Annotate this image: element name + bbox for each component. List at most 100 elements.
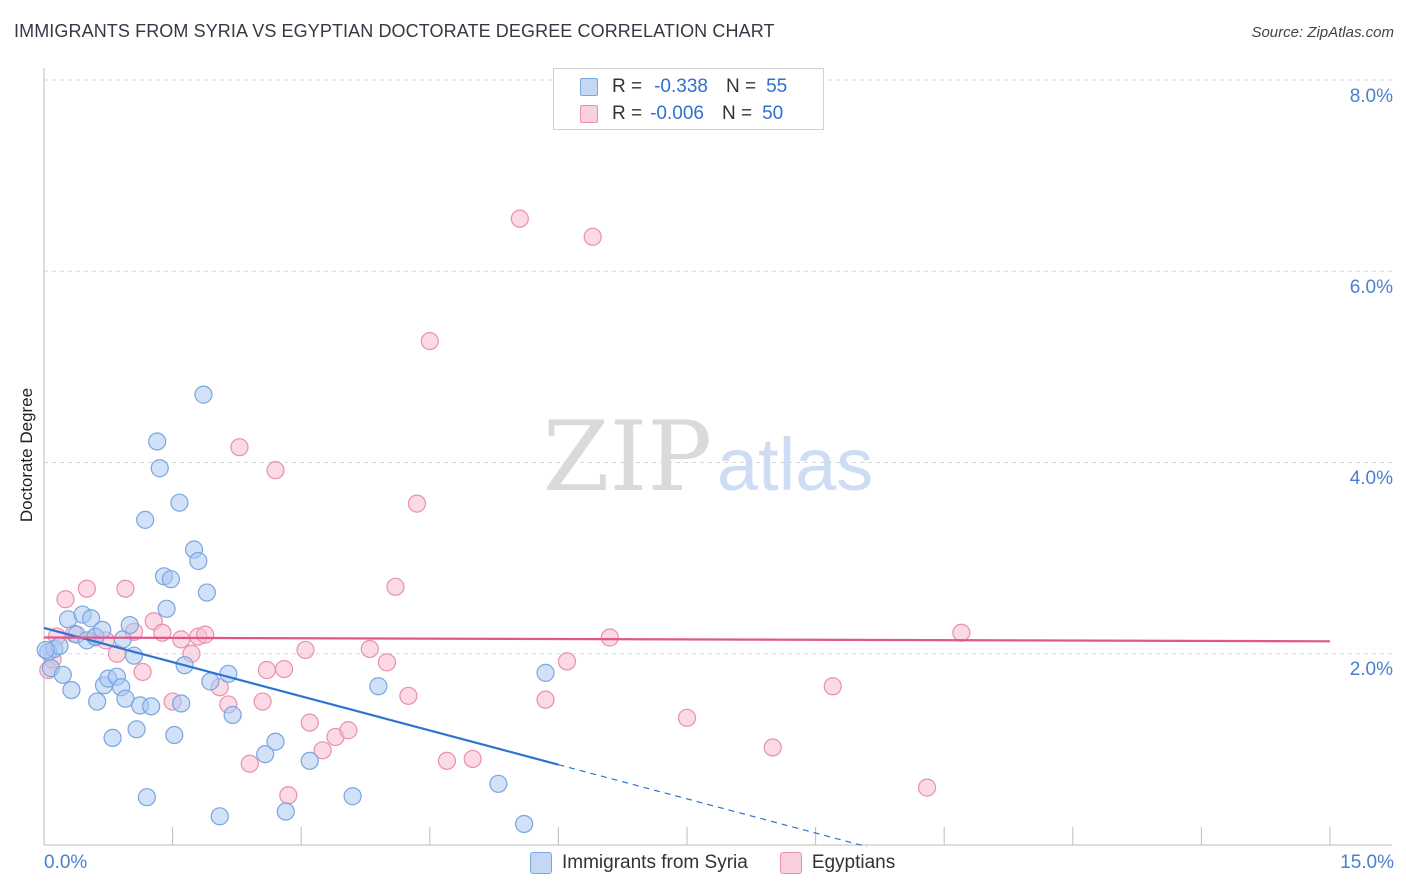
- syria-point: [148, 432, 167, 451]
- egyptians-point: [557, 652, 577, 671]
- syria-point: [194, 385, 213, 404]
- egyptians-trend-line: [43, 636, 1331, 643]
- legend-n-value: 55: [766, 76, 788, 97]
- syria-points: [36, 385, 555, 834]
- legend-n-label: N =: [721, 103, 753, 124]
- y-tick-label-4: 4.0%: [1349, 468, 1393, 489]
- egyptians-point: [279, 786, 298, 805]
- legend-swatch-pink: [779, 852, 802, 874]
- syria-point: [137, 788, 156, 807]
- syria-point: [120, 615, 139, 635]
- egyptians-point: [386, 577, 405, 596]
- syria-trend-line: [43, 626, 559, 766]
- syria-trend-extension: [558, 764, 868, 848]
- egyptians-point: [116, 579, 135, 598]
- syria-point: [369, 677, 388, 696]
- syria-point: [223, 705, 242, 725]
- legend-row-egyptians: R = -0.006 N = 50: [580, 102, 783, 126]
- legend-r-value: -0.338: [654, 76, 708, 97]
- egyptians-point: [600, 628, 619, 647]
- syria-point: [93, 620, 112, 639]
- legend-item-egyptians[interactable]: Egyptians: [779, 852, 895, 874]
- syria-point: [266, 732, 285, 751]
- chart-title: IMMIGRANTS FROM SYRIA VS EGYPTIAN DOCTOR…: [14, 21, 775, 41]
- egyptians-point: [536, 690, 555, 709]
- egyptians-point: [313, 741, 332, 760]
- syria-point: [136, 510, 155, 529]
- legend-swatch-pink: [580, 105, 598, 123]
- legend-item-syria[interactable]: Immigrants from Syria: [530, 852, 748, 874]
- syria-point: [515, 814, 534, 834]
- syria-point: [210, 807, 229, 826]
- syria-point: [53, 665, 72, 684]
- egyptians-point: [677, 708, 697, 727]
- egyptians-point: [274, 659, 294, 679]
- legend-n-label: N =: [725, 76, 757, 97]
- syria-point: [82, 609, 101, 628]
- syria-point: [300, 751, 319, 770]
- egyptians-point: [463, 749, 482, 769]
- watermark-zip: ZIP: [543, 401, 712, 513]
- syria-point: [219, 664, 238, 683]
- egyptians-point: [407, 494, 427, 513]
- watermark: ZIP atlas: [543, 401, 874, 513]
- x-tick-label-min: 0.0%: [44, 852, 88, 873]
- syria-point: [157, 599, 176, 618]
- egyptians-point: [420, 331, 439, 351]
- egyptians-point: [300, 713, 319, 732]
- egyptians-point: [917, 778, 937, 797]
- y-tick-label-6: 6.0%: [1349, 277, 1393, 298]
- syria-point: [165, 725, 184, 745]
- syria-point: [103, 728, 122, 748]
- syria-point: [142, 697, 161, 716]
- legend-r-value: -0.006: [650, 103, 704, 124]
- egyptians-point: [196, 625, 215, 644]
- egyptians-point: [266, 461, 285, 480]
- axes: [43, 68, 1392, 846]
- y-axis-label: Doctorate Degree: [17, 387, 36, 523]
- legend-n-value: 50: [762, 103, 784, 124]
- trend-lines: [43, 626, 1331, 848]
- syria-point: [36, 640, 55, 660]
- correlation-legend: R = -0.338 N = 55 R = -0.006 N = 50: [553, 68, 824, 130]
- syria-point: [150, 459, 169, 478]
- syria-point: [189, 551, 208, 571]
- egyptians-point: [56, 590, 75, 609]
- syria-point: [161, 570, 180, 589]
- syria-point: [88, 692, 107, 711]
- syria-point: [489, 774, 508, 793]
- legend-r-label: R =: [612, 76, 643, 97]
- legend-r-label: R =: [612, 103, 643, 124]
- egyptians-point: [172, 630, 191, 649]
- egyptians-point: [763, 738, 782, 757]
- syria-point: [197, 583, 216, 602]
- x-tick-label-max: 15.0%: [1340, 852, 1394, 873]
- egyptians-point: [230, 438, 249, 457]
- egyptians-point: [257, 660, 277, 680]
- legend-swatch-blue: [530, 852, 552, 874]
- y-tick-label-8: 8.0%: [1349, 86, 1393, 107]
- syria-point: [62, 680, 81, 700]
- source-label: Source: ZipAtlas.com: [1251, 24, 1394, 41]
- series-legend: Immigrants from Syria Egyptians: [530, 852, 927, 874]
- syria-point: [127, 720, 146, 739]
- watermark-atlas: atlas: [717, 423, 873, 506]
- syria-point: [170, 493, 189, 512]
- syria-point: [201, 672, 220, 691]
- y-tick-label-2: 2.0%: [1349, 659, 1393, 680]
- egyptians-point: [253, 692, 272, 711]
- egyptians-point: [296, 640, 315, 660]
- egyptians-point: [583, 227, 602, 246]
- egyptians-point: [823, 677, 842, 696]
- syria-point: [256, 745, 275, 764]
- egyptians-point: [952, 623, 971, 642]
- syria-point: [276, 802, 295, 821]
- syria-point: [536, 663, 555, 682]
- legend-label-syria: Immigrants from Syria: [562, 852, 748, 873]
- egyptians-point: [339, 721, 358, 740]
- syria-point: [172, 694, 191, 713]
- egyptians-point: [377, 653, 397, 672]
- egyptians-point: [77, 579, 96, 598]
- legend-swatch-blue: [580, 78, 598, 96]
